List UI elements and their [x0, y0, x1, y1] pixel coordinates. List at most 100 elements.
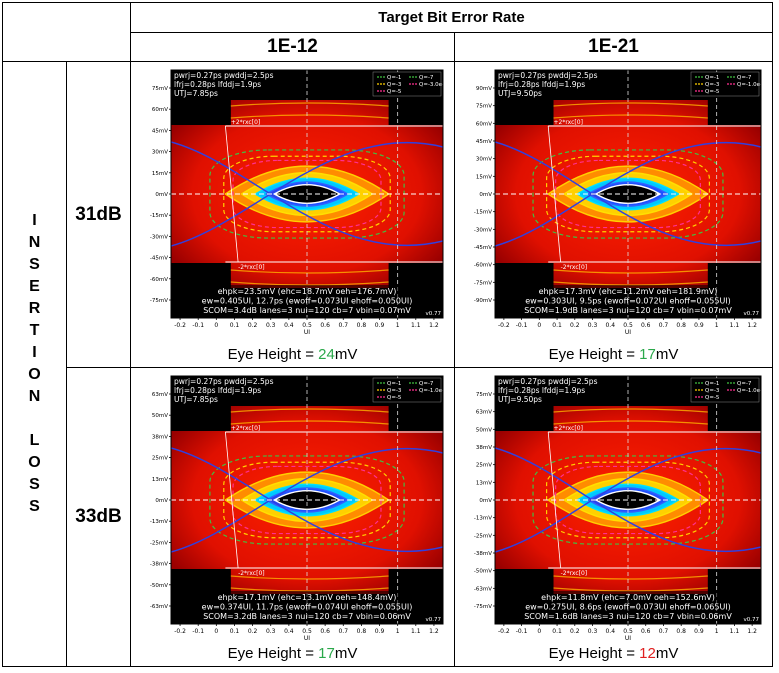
bathtub-trace	[171, 141, 443, 247]
x-axis-label: UI	[625, 635, 631, 642]
x-tick-label: 1	[715, 322, 719, 329]
y-tick-label: -75mV	[474, 280, 492, 286]
eye-diagram-plot: +2*rxc[0] -2*rxc[0] pwrj=0.27ps pwddj=2.5p…	[150, 375, 444, 642]
eye-stats: ehpk=17.3mV (ehc=11.2mV oeh=181.9mV)	[539, 287, 718, 296]
jitter-info: pwrj=0.27ps pwddj=2.5ps	[498, 71, 598, 80]
void-region	[495, 70, 554, 125]
rxc-label-bottom: -2*rxc[0]	[561, 264, 588, 271]
x-tick-label: 0.7	[338, 322, 348, 329]
legend-entry: Q=-1	[705, 75, 719, 81]
x-tick-label: 0.5	[623, 628, 633, 635]
side-letter: O	[28, 366, 41, 383]
x-tick-label: 0.2	[248, 322, 258, 329]
row-label-31db: 31dB	[66, 61, 131, 368]
x-tick-label: 0.9	[375, 628, 385, 635]
eye-stats: ehpk=23.5mV (ehc=18.7mV oeh=176.7mV)	[218, 287, 397, 296]
side-letter: S	[29, 476, 40, 493]
x-tick-label: 1.1	[730, 628, 740, 635]
x-tick-label: -0.2	[174, 628, 186, 635]
density-streak	[230, 575, 389, 580]
x-tick-label: 0.6	[641, 322, 651, 329]
jitter-info: lfrj=0.28ps lfddj=1.9ps	[498, 386, 585, 395]
eye-height-caption: Eye Height = 24mV	[227, 346, 358, 363]
x-tick-label: 0	[537, 628, 541, 635]
bathtub-trace	[495, 141, 761, 247]
legend-entry: Q=-7	[737, 75, 752, 81]
legend-entry: Q=-7	[419, 75, 434, 81]
y-tick-label: -30mV	[150, 234, 168, 240]
x-tick-label: 0.4	[605, 322, 615, 329]
x-tick-label: 0.4	[605, 628, 615, 635]
eye-stats: ehpk=17.1mV (ehc=13.1mV oeh=148.4mV)	[218, 593, 397, 602]
x-tick-label: -0.1	[516, 628, 528, 635]
eye-stats: ew=0.303UI, 9.5ps (ewoff=0.072UI ehoff=0…	[525, 297, 731, 306]
x-tick-label: -0.2	[174, 322, 186, 329]
legend-entry: Q=-3	[387, 388, 402, 394]
side-letter: N	[28, 234, 41, 251]
x-tick-label: 0.3	[266, 322, 276, 329]
y-tick-label: -13mV	[474, 516, 492, 522]
x-tick-label: 0.9	[375, 322, 385, 329]
legend-entry: Q=-1	[387, 75, 401, 81]
legend-entry: Q=-5	[705, 395, 720, 401]
y-tick-label: -50mV	[474, 569, 492, 575]
x-tick-label: 0.1	[230, 628, 240, 635]
y-tick-label: 75mV	[152, 86, 168, 92]
density-streak	[553, 587, 708, 592]
stats-box	[526, 591, 740, 621]
side-letter: N	[28, 388, 41, 405]
void-region	[171, 376, 231, 431]
version-label: v0.77	[743, 617, 759, 623]
bathtub-trace	[171, 447, 443, 553]
y-tick-label: 38mV	[476, 445, 492, 451]
legend-entry: Q=-7	[419, 381, 434, 387]
x-tick-label: 0.6	[641, 628, 651, 635]
stats-box	[203, 591, 422, 621]
y-tick-label: -75mV	[474, 604, 492, 610]
side-letter: I	[32, 344, 37, 361]
y-tick-label: 30mV	[152, 150, 168, 156]
eye-height-caption: Eye Height = 12mV	[548, 645, 679, 662]
rxc-label-top: +2*rxc[0]	[554, 425, 583, 432]
side-letter: I	[32, 212, 37, 229]
y-tick-label: -38mV	[474, 551, 492, 557]
y-tick-label: -45mV	[474, 245, 492, 251]
x-tick-label: 1	[396, 628, 400, 635]
x-tick-label: 0.5	[302, 628, 312, 635]
jitter-info: pwrj=0.27ps pwddj=2.5ps	[498, 377, 598, 386]
x-tick-label: 0.3	[588, 322, 598, 329]
y-tick-label: 25mV	[152, 456, 168, 462]
eye-stats: SCOM=3.4dB lanes=3 nui=120 cb=7 vbin=0.0…	[203, 306, 411, 315]
rxc-label-top: +2*rxc[0]	[231, 425, 260, 432]
x-tick-label: 1	[396, 322, 400, 329]
y-tick-label: -15mV	[150, 213, 168, 219]
x-tick-label: 1.2	[747, 322, 757, 329]
eye-height-caption: Eye Height = 17mV	[227, 645, 358, 662]
legend-box	[690, 71, 760, 97]
y-tick-label: 60mV	[476, 121, 492, 127]
side-letter: E	[29, 278, 40, 295]
y-tick-label: 45mV	[152, 128, 168, 134]
y-tick-label: 75mV	[476, 392, 492, 398]
bathtub-trace	[171, 141, 443, 247]
jitter-info: UTJ=9.50ps	[498, 89, 542, 98]
x-tick-label: 1.2	[429, 322, 439, 329]
eye-cell-33db-1e-12: +2*rxc[0] -2*rxc[0] pwrj=0.27ps pwddj=2.5p…	[130, 367, 455, 667]
bathtub-trace	[495, 447, 761, 553]
x-tick-label: 0	[214, 628, 218, 635]
eye-stats: ehpk=11.8mV (ehc=7.0mV oeh=152.6mV)	[541, 593, 715, 602]
y-tick-label: -15mV	[474, 210, 492, 216]
y-tick-label: -30mV	[474, 227, 492, 233]
legend-entry: Q=-1.0e-21	[737, 82, 769, 88]
y-tick-label: 50mV	[152, 413, 168, 419]
y-tick-label: 60mV	[152, 107, 168, 113]
y-tick-label: 15mV	[152, 171, 168, 177]
x-tick-label: 1.1	[730, 322, 740, 329]
legend-entry: Q=-5	[387, 89, 402, 95]
x-tick-label: 0.6	[320, 628, 330, 635]
y-tick-label: -63mV	[474, 586, 492, 592]
y-tick-label: 63mV	[152, 392, 168, 398]
side-letter: R	[28, 300, 41, 317]
density-streak	[230, 408, 389, 413]
